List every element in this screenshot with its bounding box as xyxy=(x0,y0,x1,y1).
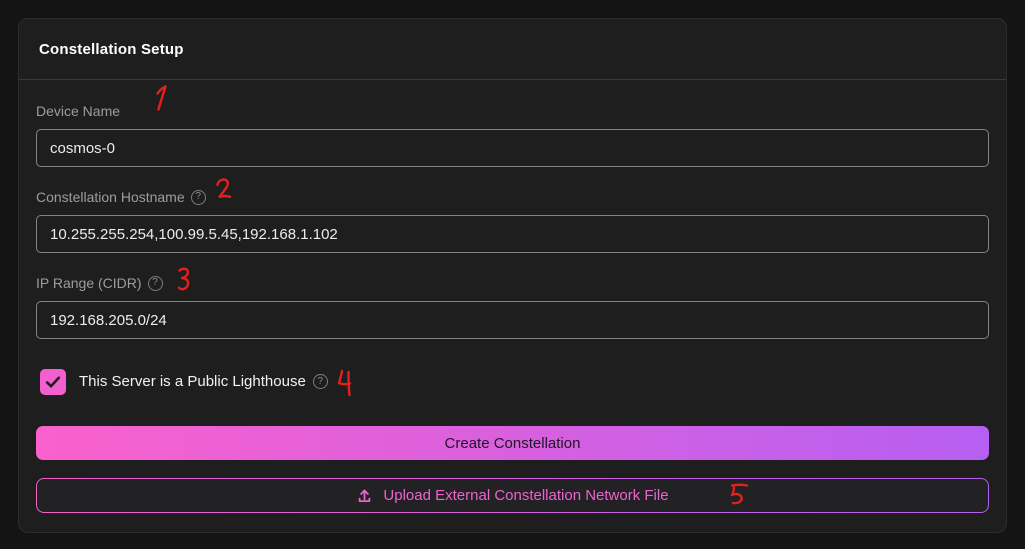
lighthouse-checkbox-row: This Server is a Public Lighthouse ? xyxy=(40,368,989,395)
help-icon[interactable]: ? xyxy=(312,374,328,389)
checkmark-icon xyxy=(45,376,61,387)
ip-range-input[interactable] xyxy=(36,301,989,339)
card-header: Constellation Setup xyxy=(19,19,1006,80)
ip-range-field-group: IP Range (CIDR) ? xyxy=(36,274,989,339)
help-icon[interactable]: ? xyxy=(190,189,206,205)
upload-network-file-button[interactable]: Upload External Constellation Network Fi… xyxy=(36,478,989,513)
constellation-hostname-field-group: Constellation Hostname ? xyxy=(36,188,989,253)
upload-button-label: Upload External Constellation Network Fi… xyxy=(383,487,669,504)
card-content: Device Name Constellation Hostname ? IP … xyxy=(19,80,1006,533)
page-title: Constellation Setup xyxy=(39,40,184,58)
lighthouse-checkbox-label: This Server is a Public Lighthouse xyxy=(79,373,306,390)
device-name-label: Device Name xyxy=(36,103,121,119)
lighthouse-checkbox[interactable] xyxy=(40,368,66,395)
device-name-field-group: Device Name xyxy=(36,102,989,167)
device-name-input[interactable] xyxy=(36,129,989,167)
ip-range-label: IP Range (CIDR) ? xyxy=(36,274,989,292)
upload-arrow-icon xyxy=(356,487,373,504)
constellation-setup-card: Constellation Setup Device Name Constell… xyxy=(18,18,1007,533)
constellation-hostname-label: Constellation Hostname ? xyxy=(36,188,989,206)
help-icon[interactable]: ? xyxy=(147,275,163,291)
constellation-hostname-input[interactable] xyxy=(36,215,989,253)
create-constellation-button[interactable]: Create Constellation xyxy=(36,426,989,460)
